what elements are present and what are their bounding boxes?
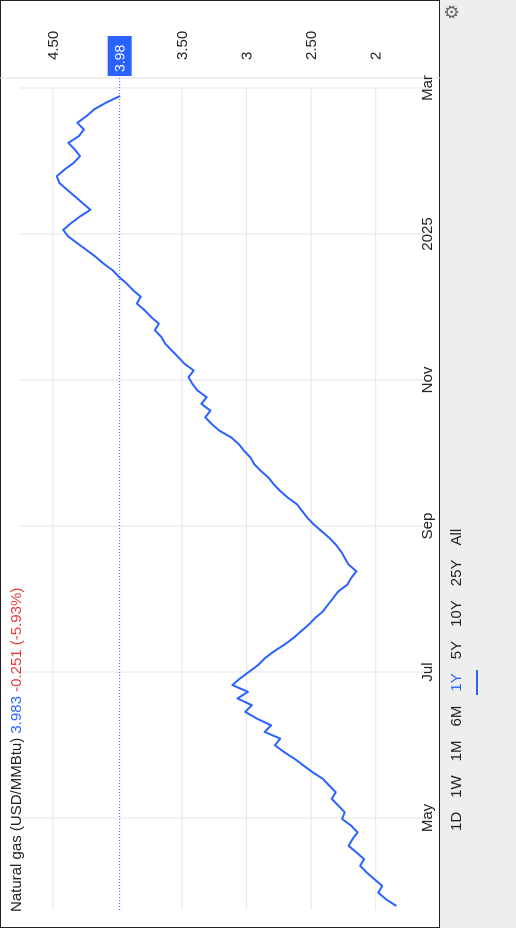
tab-1y[interactable]: 1Y xyxy=(448,673,465,692)
tab-10y[interactable]: 10Y xyxy=(448,600,465,627)
chart-header: Natural gas (USD/MMBtu) 3.983 -0.251 (-5… xyxy=(8,588,25,912)
x-tick-label: Jul xyxy=(419,662,436,681)
x-tick-label: Sep xyxy=(419,513,436,540)
y-tick-label: 4.50 xyxy=(45,31,62,60)
y-tick-label: 2.50 xyxy=(303,31,320,60)
tab-5y[interactable]: 5Y xyxy=(448,640,465,660)
tab-6m[interactable]: 6M xyxy=(448,705,465,727)
price-series-line xyxy=(55,95,397,907)
x-tick-label: Nov xyxy=(419,366,436,393)
y-tick-label: 3.50 xyxy=(174,31,191,60)
tab-1m[interactable]: 1M xyxy=(448,740,465,762)
current-price: 3.983 xyxy=(8,696,25,734)
range-tabs: 1D 1W 1M 6M 1Y 5Y 10Y 25Y All xyxy=(448,528,465,832)
price-change: -0.251 (-5.93%) xyxy=(8,587,25,692)
current-price-tag-label: 3.98 xyxy=(112,45,128,72)
tab-1d[interactable]: 1D xyxy=(448,811,465,831)
current-price-tag xyxy=(107,36,132,76)
gear-icon[interactable]: ⚙ xyxy=(442,3,462,20)
instrument-name: Natural gas (USD/MMBtu) xyxy=(8,737,25,912)
x-tick-label: Mar xyxy=(419,75,436,101)
y-tick-label: 3 xyxy=(239,52,256,60)
x-tick-label: May xyxy=(419,803,436,832)
y-tick-label: 2 xyxy=(368,52,385,60)
tab-1w[interactable]: 1W xyxy=(448,775,465,798)
tab-all[interactable]: All xyxy=(448,528,465,546)
x-tick-label: 2025 xyxy=(419,217,436,250)
tab-25y[interactable]: 25Y xyxy=(448,559,465,587)
